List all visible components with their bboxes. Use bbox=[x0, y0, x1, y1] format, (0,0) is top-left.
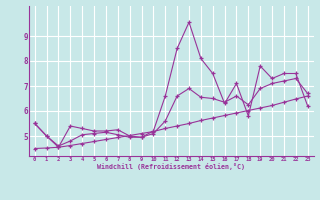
X-axis label: Windchill (Refroidissement éolien,°C): Windchill (Refroidissement éolien,°C) bbox=[97, 163, 245, 170]
